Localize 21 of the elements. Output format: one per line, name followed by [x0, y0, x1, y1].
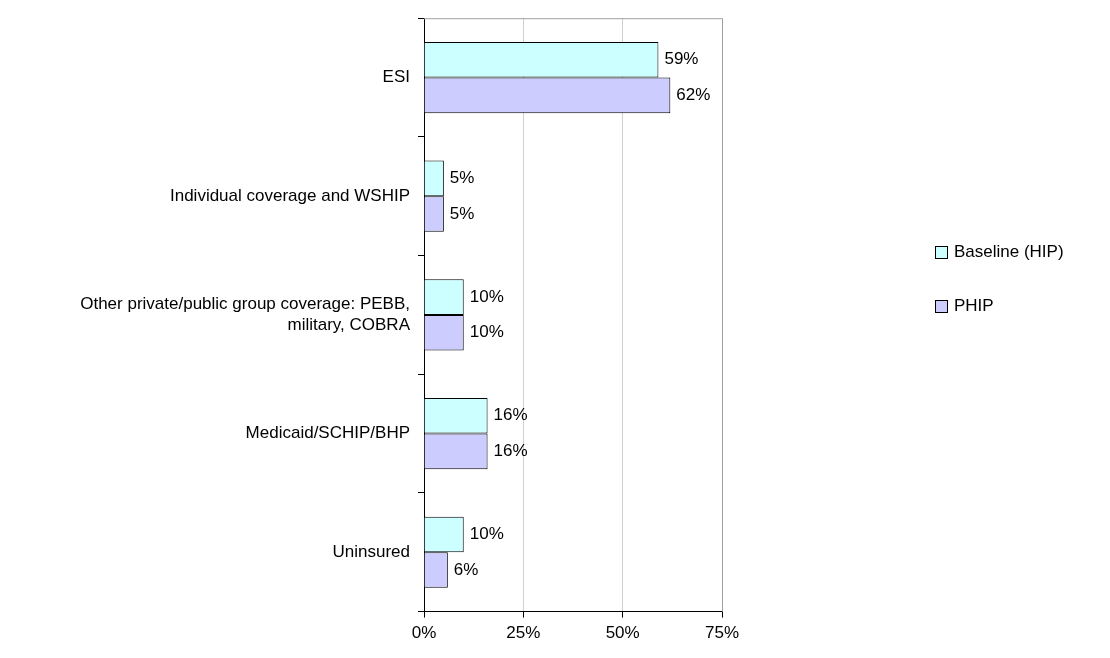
- data-label: 59%: [664, 49, 699, 69]
- y-tick-label: ESI: [382, 67, 410, 87]
- legend-label: Baseline (HIP): [954, 242, 1064, 262]
- x-tick-label: 25%: [506, 623, 541, 643]
- y-tick-label: Uninsured: [332, 541, 410, 561]
- data-label: 5%: [449, 203, 475, 223]
- data-label: 5%: [449, 168, 475, 188]
- x-tick-label: 0%: [411, 623, 437, 643]
- y-tick-label: Medicaid/SCHIP/BHP: [245, 423, 410, 443]
- data-label: 10%: [469, 286, 504, 306]
- y-tick-label: Individual coverage and WSHIP: [169, 185, 410, 205]
- x-tick-label: 75%: [704, 623, 740, 643]
- data-label: 16%: [493, 405, 528, 425]
- data-label: 62%: [676, 85, 711, 105]
- y-tick-label: Other private/public group coverage: PEBB, military, COBRA: [80, 294, 411, 334]
- data-label: 6%: [453, 559, 479, 579]
- legend-label: PHIP: [954, 296, 994, 316]
- data-label: 16%: [493, 441, 528, 461]
- x-tick-label: 50%: [605, 623, 640, 643]
- data-label: 10%: [469, 322, 504, 342]
- data-label: 10%: [469, 524, 504, 544]
